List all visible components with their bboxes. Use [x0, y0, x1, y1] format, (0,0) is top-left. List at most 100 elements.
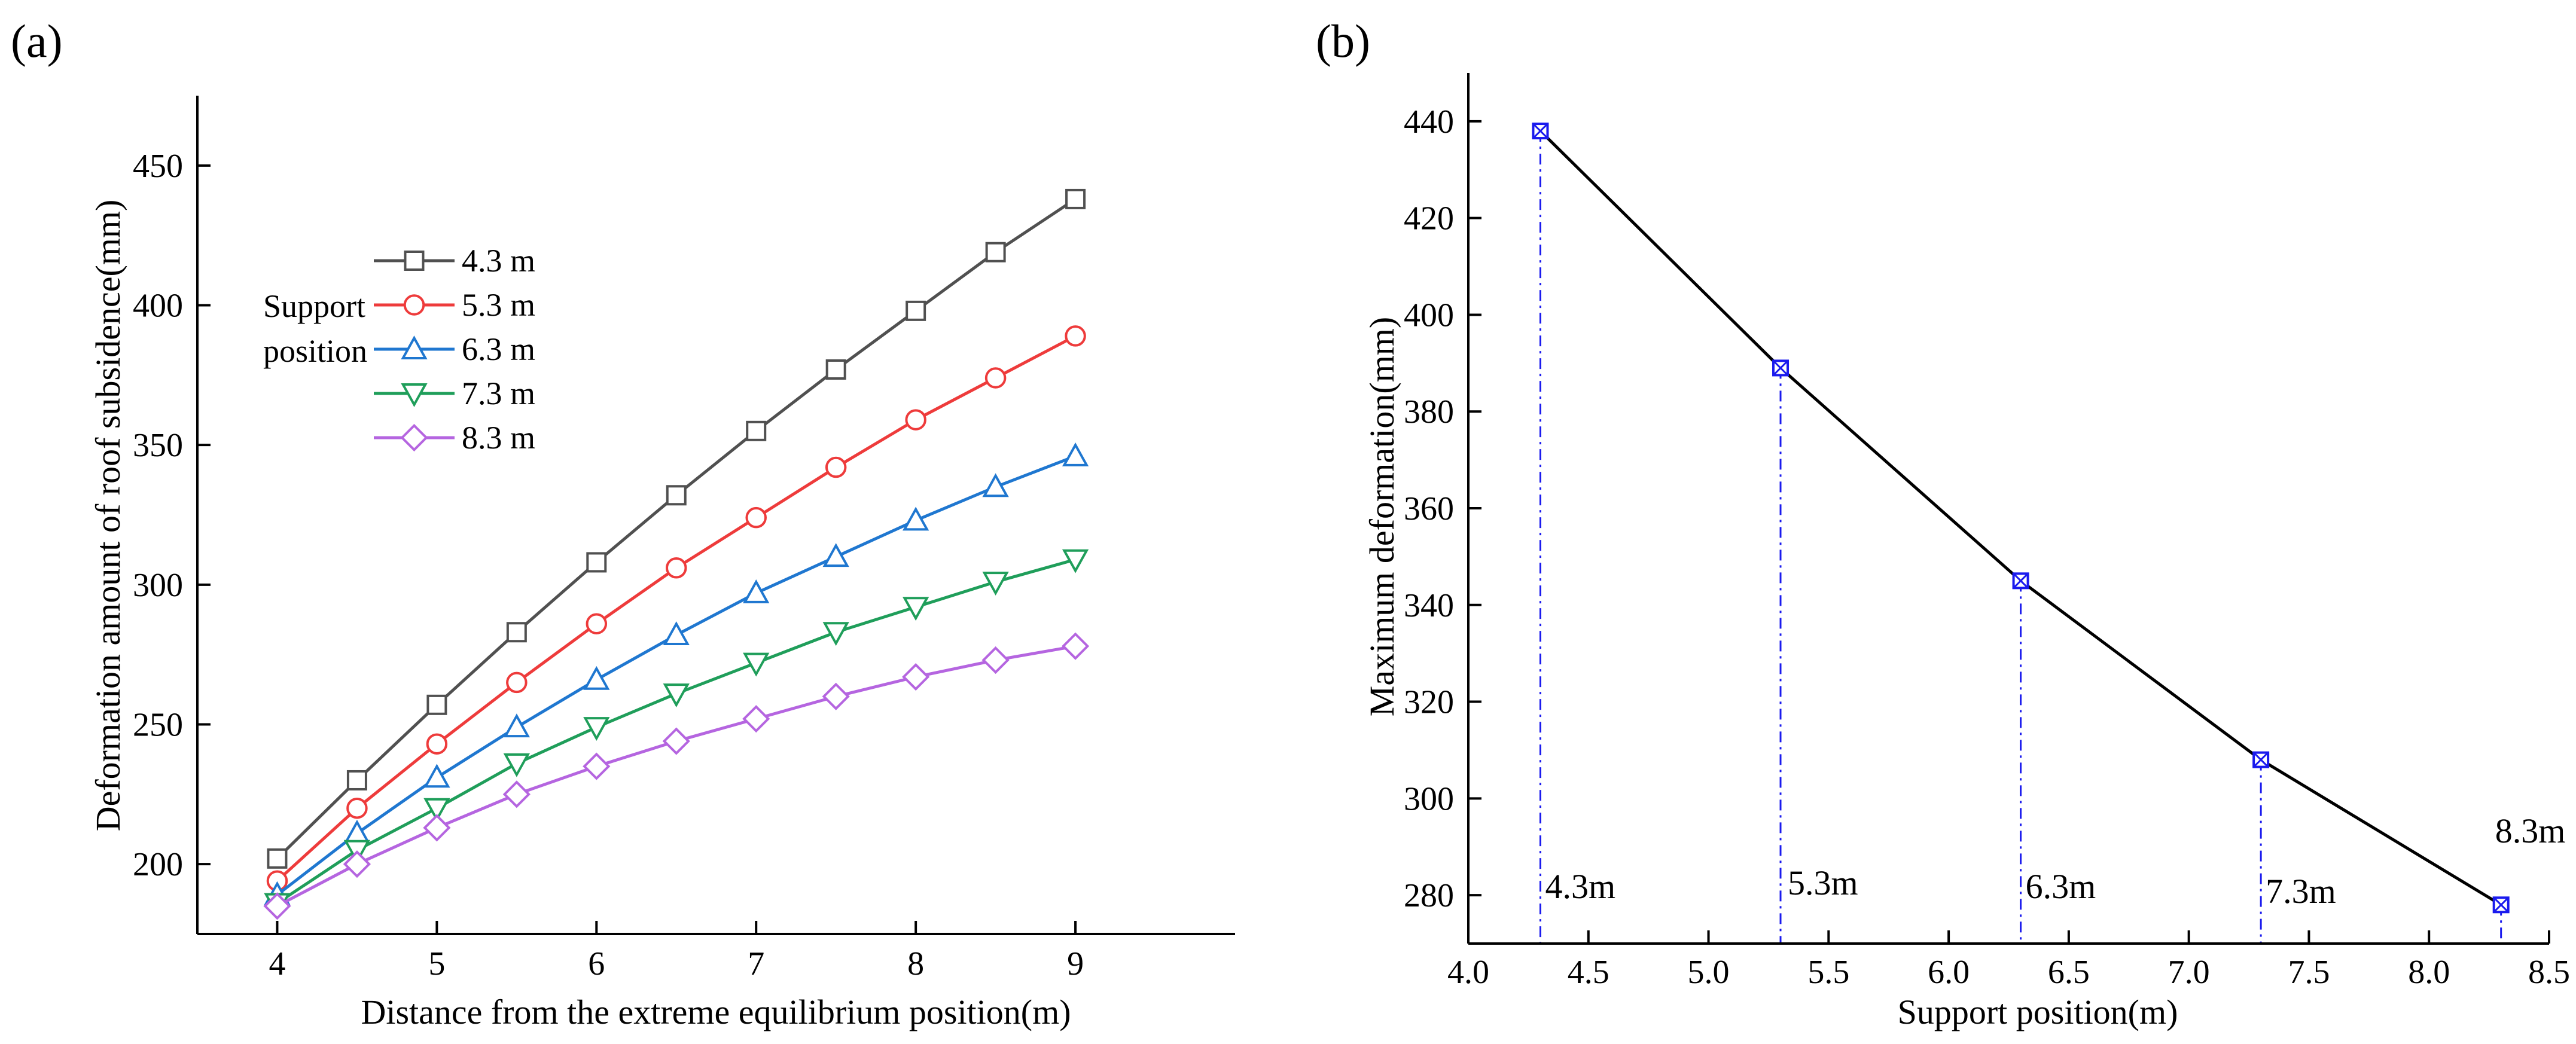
point-cross: [2013, 573, 2029, 589]
data-point-6.3m: [503, 713, 530, 738]
y-axis-title-a: Deformation amount of roof subsidence(mm…: [89, 200, 127, 832]
chart-panel-a: (a) 4 5 6 7 8 9 200 250 300 350 400 450 Distance fr…: [11, 15, 1235, 1031]
legend-marker: [403, 294, 425, 316]
data-point-5.3m: [1065, 325, 1086, 347]
data-point: [2012, 572, 2029, 590]
y-axis-title-b: Maximum deformation(mm): [1362, 317, 1401, 716]
data-point-7.3m: [583, 717, 610, 741]
data-point-4.3m: [506, 622, 527, 643]
data-point-8.3m: [981, 646, 1010, 674]
data-point: [2492, 896, 2510, 914]
y-tick-label-a: 250: [133, 707, 183, 744]
x-tick-label-a: 8: [907, 945, 924, 982]
data-point-6.3m: [903, 506, 929, 531]
x-tick-label-b: 8.5: [2528, 954, 2570, 991]
data-point: [1772, 359, 1790, 377]
data-point-5.3m: [506, 671, 528, 694]
x-axis-title-b: Support position(m): [1898, 993, 2178, 1031]
data-point-5.3m: [586, 613, 608, 635]
data-point: [1532, 123, 1549, 140]
x-tick-label-b: 7.5: [2288, 954, 2330, 991]
data-point-5.3m: [825, 456, 847, 478]
data-point-6.3m: [583, 666, 610, 690]
y-tick-label-a: 300: [133, 567, 183, 604]
y-tick-label-b: 420: [1404, 200, 1454, 237]
data-point-4.3m: [825, 359, 846, 380]
data-point-5.3m: [984, 367, 1007, 389]
y-tick-label-b: 400: [1404, 297, 1454, 334]
data-point-8.3m: [343, 850, 371, 878]
legend-a: 4.3 m 5.3 m 6.3 m 7.3 m 8.3 m Support position: [263, 243, 535, 456]
point-annotation: 4.3m: [1545, 867, 1615, 906]
data-point-6.3m: [343, 819, 371, 844]
data-point-4.3m: [1065, 188, 1086, 209]
point-cross: [1532, 123, 1548, 139]
data-point-7.3m: [503, 753, 530, 777]
data-point-8.3m: [502, 780, 531, 808]
data-point-4.3m: [746, 420, 767, 441]
legend-marker: [401, 383, 428, 407]
legend-title: Support: [263, 288, 365, 324]
data-point: [2252, 751, 2270, 768]
data-point-7.3m: [903, 597, 929, 621]
data-point-8.3m: [662, 727, 690, 755]
point-cross: [2493, 897, 2509, 913]
data-point-4.3m: [985, 242, 1006, 262]
data-point-4.3m: [346, 770, 367, 790]
data-point-8.3m: [742, 705, 770, 733]
x-tick-label-b: 4.5: [1568, 954, 1609, 991]
x-tick-label-b: 7.0: [2168, 954, 2210, 991]
x-tick-label-a: 5: [428, 945, 445, 982]
legend-label: 5.3 m: [462, 287, 535, 323]
y-tick-label-b: 340: [1404, 587, 1454, 624]
data-point-5.3m: [426, 733, 448, 755]
data-point-8.3m: [583, 752, 611, 780]
legend-title: position: [263, 333, 367, 369]
data-point-5.3m: [346, 797, 368, 819]
chart-panel-b: (b) 4.3m 5.3m 6.3m 7.3m 8.3m 4.0 4.5 5.0 5.5 6.0…: [1316, 15, 2570, 1031]
x-tick-label-b: 4.0: [1447, 954, 1489, 991]
legend-label: 7.3 m: [462, 376, 535, 411]
y-tick-label-b: 300: [1404, 780, 1454, 817]
x-tick-label-a: 6: [588, 945, 605, 982]
data-point-4.3m: [426, 694, 447, 715]
data-point-8.3m: [423, 814, 451, 842]
point-cross: [2253, 752, 2269, 768]
point-annotation: 7.3m: [2266, 872, 2336, 911]
y-tick-label-b: 280: [1404, 877, 1454, 914]
data-point-4.3m: [666, 485, 687, 506]
legend-marker: [401, 335, 428, 359]
data-point-7.3m: [423, 798, 450, 822]
y-tick-label-a: 200: [133, 846, 183, 883]
data-point-4.3m: [586, 552, 607, 573]
y-tick-label-b: 380: [1404, 393, 1454, 431]
x-axis-title-a: Distance from the extreme equilibrium po…: [361, 993, 1071, 1031]
x-tick-label-b: 6.0: [1928, 954, 1970, 991]
data-point-6.3m: [663, 621, 690, 645]
point-annotation: 6.3m: [2026, 867, 2096, 906]
point-annotation: 8.3m: [2495, 811, 2566, 850]
x-tick-label-b: 5.0: [1688, 954, 1730, 991]
panel-label-a: (a): [11, 15, 63, 67]
x-tick-label-a: 7: [748, 945, 764, 982]
panel-a-axes: 4 5 6 7 8 9 200 250 300 350 400 450: [133, 96, 1235, 982]
point-annotation: 5.3m: [1788, 863, 1858, 902]
series-line-4.3m: [276, 197, 1077, 860]
legend-label: 8.3 m: [462, 420, 535, 456]
y-tick-label-b: 360: [1404, 490, 1454, 527]
data-point-8.3m: [1061, 632, 1090, 660]
data-point-5.3m: [905, 409, 926, 431]
panel-label-b: (b): [1316, 15, 1370, 67]
data-point-7.3m: [822, 622, 849, 646]
y-tick-label-a: 350: [133, 427, 183, 464]
legend-label: 4.3 m: [462, 243, 535, 279]
panel-a-marks: [263, 188, 1090, 920]
data-point-6.3m: [423, 764, 450, 788]
panel-b-marks: 4.3m 5.3m 6.3m 7.3m 8.3m: [1532, 123, 2566, 944]
data-point-8.3m: [902, 663, 930, 691]
data-point-7.3m: [982, 572, 1009, 596]
panel-b-axes: 4.0 4.5 5.0 5.5 6.0 6.5 7.0 7.5 8.0 8.5 280 300 320 3…: [1404, 73, 2570, 991]
data-point-6.3m: [743, 579, 770, 603]
data-point-4.3m: [906, 300, 926, 321]
